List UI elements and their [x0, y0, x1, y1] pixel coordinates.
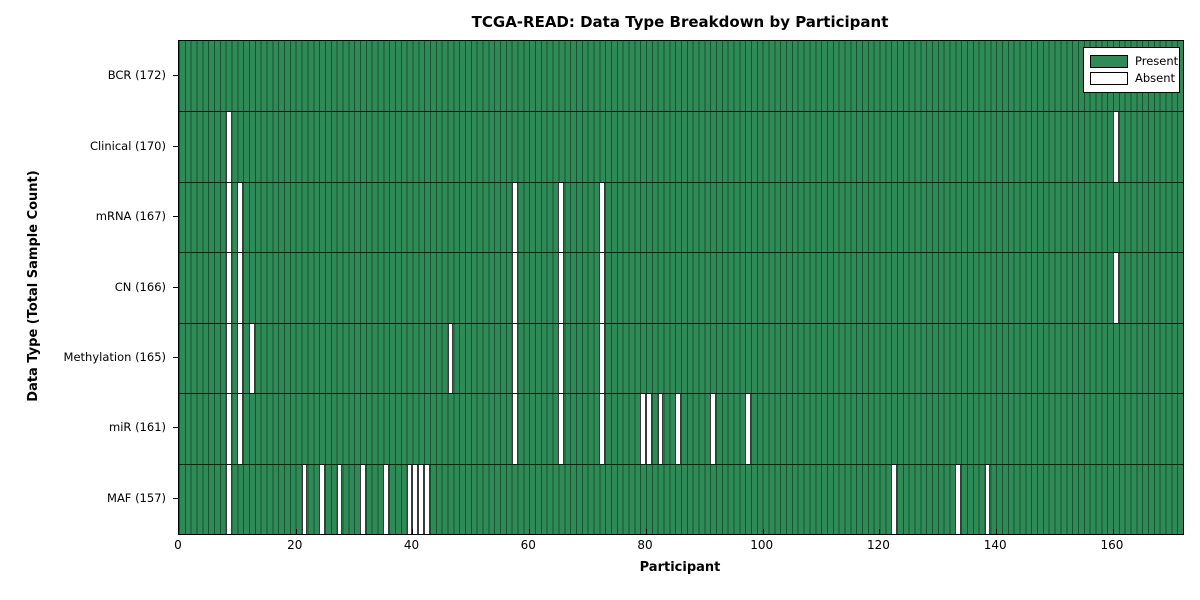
- x-tick-label-60: 60: [520, 538, 536, 552]
- x-tick-label-80: 80: [637, 538, 653, 552]
- y-tick-mark-MAF: [173, 497, 178, 499]
- row-divider: [179, 181, 1183, 183]
- absent-cell-CN-65: [558, 253, 565, 323]
- absent-cell-MAF-21: [301, 464, 308, 534]
- absent-cell-miR-82: [657, 394, 664, 464]
- y-tick-label-MAF: MAF (157): [107, 490, 166, 505]
- absent-cell-MAF-24: [319, 464, 325, 534]
- absent-cell-miR-65: [558, 394, 565, 464]
- absent-cell-Methylation-12: [249, 323, 255, 394]
- x-tick-label-40: 40: [403, 538, 420, 552]
- absent-cell-miR-72: [599, 394, 606, 464]
- absent-cell-MAF-42: [424, 464, 430, 534]
- absent-cell-miR-57: [511, 394, 518, 464]
- y-tick-label-Methylation: Methylation (165): [63, 349, 166, 364]
- absent-cell-miR-91: [710, 394, 716, 464]
- absent-cell-CN-8: [225, 253, 232, 323]
- x-tick-mark-80: [645, 529, 647, 534]
- y-tick-label-Clinical: Clinical (170): [89, 138, 166, 153]
- x-tick-mark-60: [529, 529, 531, 534]
- absent-cell-MAF-31: [359, 464, 366, 534]
- row-divider: [179, 111, 1183, 113]
- legend-present-label: Present: [1135, 54, 1179, 68]
- y-tick-mark-Clinical: [173, 145, 178, 147]
- y-tick-mark-CN: [173, 286, 178, 288]
- absent-cell-Clinical-8: [225, 112, 232, 182]
- absent-cell-MAF-27: [336, 464, 343, 534]
- row-divider: [179, 463, 1183, 465]
- absent-cell-mRNA-57: [511, 182, 518, 253]
- legend-entry-present: Present: [1090, 53, 1178, 70]
- legend-entry-absent: Absent: [1090, 70, 1176, 87]
- absent-cell-MAF-39: [406, 464, 413, 534]
- y-tick-label-CN: CN (166): [114, 279, 166, 294]
- absent-cell-Methylation-72: [599, 323, 606, 394]
- x-tick-mark-100: [762, 529, 764, 534]
- x-tick-label-120: 120: [867, 538, 890, 552]
- row-divider: [179, 252, 1183, 254]
- absent-cell-mRNA-65: [558, 182, 565, 253]
- x-tick-mark-20: [295, 529, 297, 534]
- x-tick-mark-120: [879, 529, 881, 534]
- x-tick-label-160: 160: [1100, 538, 1124, 552]
- absent-cell-MAF-40: [412, 464, 419, 534]
- legend-absent-label: Absent: [1135, 71, 1176, 85]
- absent-cell-MAF-133: [955, 464, 962, 534]
- y-tick-mark-mRNA: [173, 216, 178, 218]
- absent-cell-Methylation-65: [558, 323, 565, 394]
- y-tick-label-mRNA: mRNA (167): [95, 209, 166, 224]
- absent-cell-MAF-8: [225, 464, 232, 534]
- x-tick-label-0: 0: [174, 538, 182, 552]
- absent-cell-CN-160: [1112, 253, 1119, 323]
- absent-cell-Methylation-57: [511, 323, 518, 394]
- row-divider: [179, 322, 1183, 324]
- legend-absent-swatch-icon: [1090, 72, 1128, 85]
- absent-cell-Methylation-8: [225, 323, 232, 394]
- absent-cell-Clinical-160: [1112, 112, 1119, 182]
- y-tick-mark-BCR: [173, 75, 178, 77]
- absent-cell-CN-57: [511, 253, 518, 323]
- absent-cell-Methylation-10: [237, 323, 244, 394]
- absent-cell-miR-80: [645, 394, 652, 464]
- x-tick-mark-160: [1112, 529, 1114, 534]
- row-divider: [179, 393, 1183, 395]
- absent-cell-CN-72: [599, 253, 606, 323]
- y-tick-mark-miR: [173, 427, 178, 429]
- y-tick-label-miR: miR (161): [109, 420, 166, 435]
- absent-cell-miR-79: [640, 394, 646, 464]
- absent-cell-MAF-122: [891, 464, 897, 534]
- absent-cell-MAF-35: [383, 464, 390, 534]
- absent-cell-CN-10: [237, 253, 244, 323]
- chart-title: TCGA-READ: Data Type Breakdown by Partic…: [471, 13, 889, 31]
- absent-cell-miR-97: [745, 394, 752, 464]
- absent-cell-miR-85: [675, 394, 681, 464]
- absent-cell-MAF-41: [418, 464, 425, 534]
- x-tick-label-100: 100: [750, 538, 774, 552]
- x-axis-title: Participant: [639, 560, 721, 575]
- legend-present-swatch-icon: [1090, 55, 1128, 68]
- absent-cell-miR-10: [237, 394, 244, 464]
- legend: Present Absent: [1083, 47, 1180, 93]
- absent-cell-miR-8: [225, 394, 232, 464]
- y-tick-label-BCR: BCR (172): [107, 68, 166, 83]
- y-tick-mark-Methylation: [173, 356, 178, 358]
- absent-cell-mRNA-8: [225, 182, 232, 253]
- x-tick-label-20: 20: [287, 538, 303, 552]
- plot-area: [178, 40, 1184, 535]
- absent-cell-mRNA-10: [237, 182, 244, 253]
- absent-cell-Methylation-46: [447, 323, 454, 394]
- absent-cell-MAF-138: [984, 464, 991, 534]
- x-tick-mark-140: [996, 529, 998, 534]
- absent-cell-mRNA-72: [599, 182, 606, 253]
- x-tick-label-140: 140: [983, 538, 1007, 552]
- x-tick-mark-40: [412, 529, 414, 534]
